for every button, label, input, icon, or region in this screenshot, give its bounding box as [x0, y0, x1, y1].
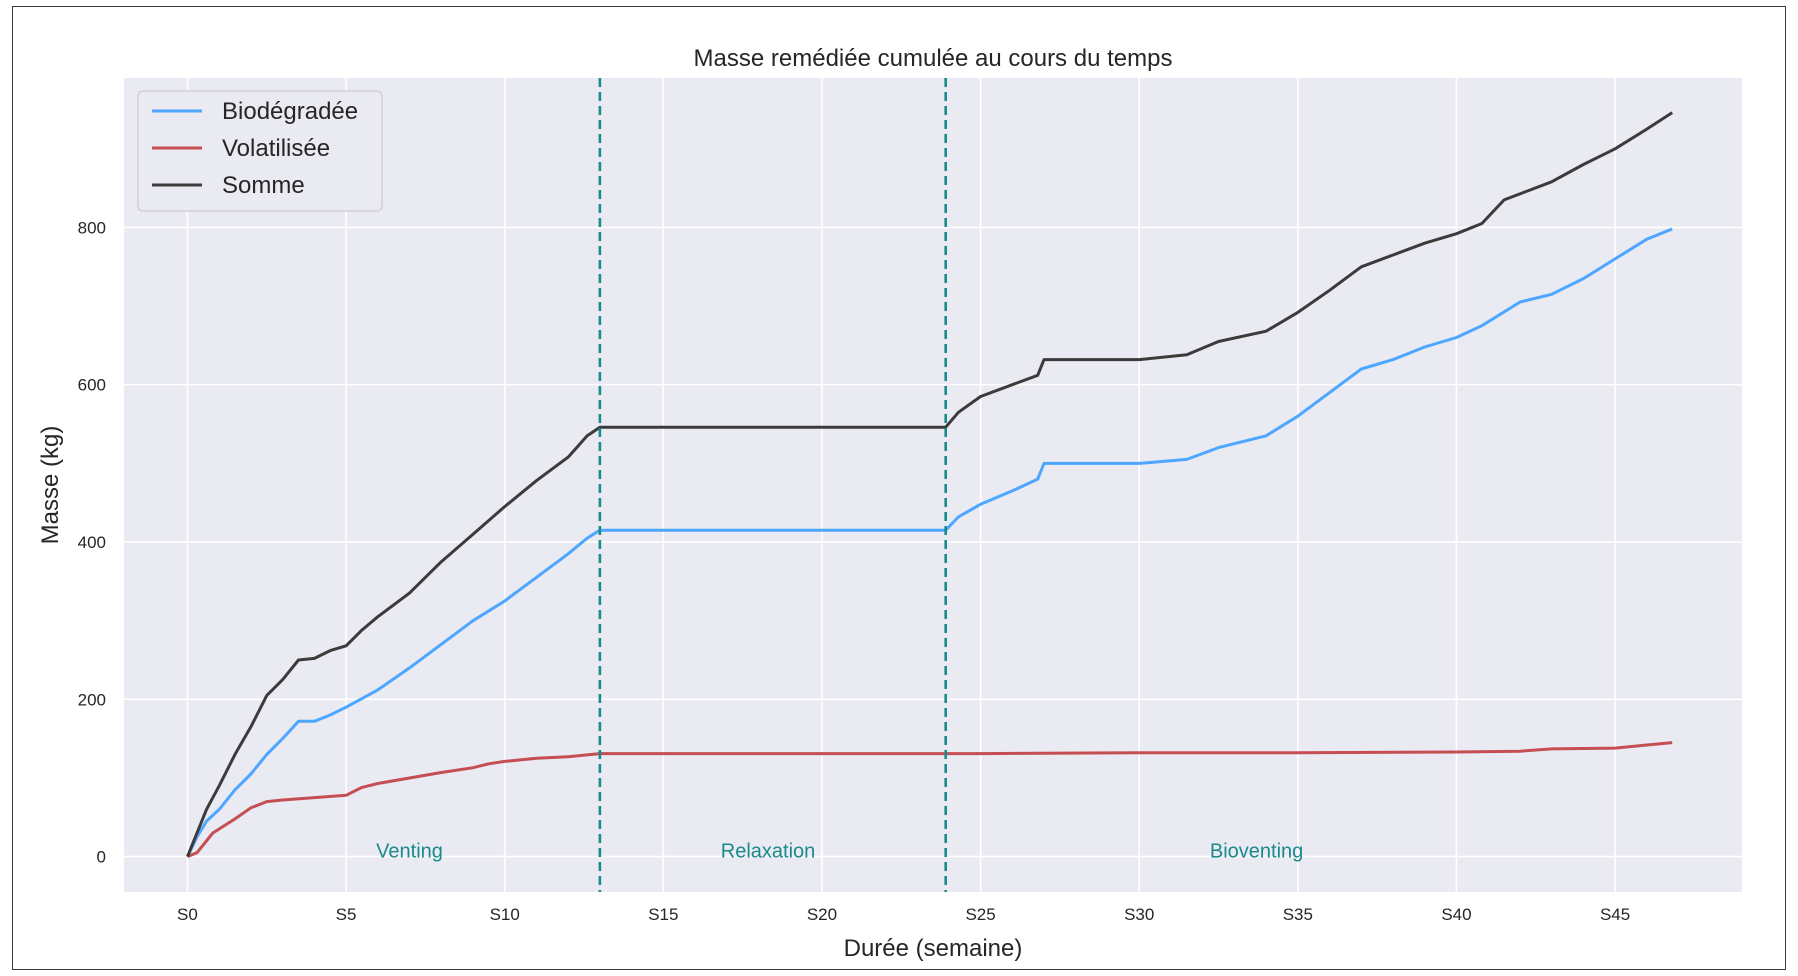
y-tick-labels: 0 200 400 600 800: [78, 218, 106, 866]
x-tick-label: S25: [965, 905, 995, 924]
x-tick-label: S15: [648, 905, 678, 924]
phase-markers: Venting Relaxation Bioventing: [376, 78, 1303, 892]
phase-label: Bioventing: [1210, 841, 1303, 863]
y-tick-label: 600: [78, 376, 106, 395]
y-tick-label: 0: [97, 848, 106, 867]
y-axis-label: Masse (kg): [37, 426, 64, 545]
x-tick-label: S10: [490, 905, 520, 924]
series-line-somme: [186, 111, 1674, 858]
x-axis-label: Durée (semaine): [844, 935, 1023, 962]
y-tick-label: 800: [78, 218, 106, 237]
y-tick-label: 400: [78, 533, 106, 552]
x-tick-label: S0: [177, 905, 198, 924]
x-tick-label: S35: [1283, 905, 1313, 924]
x-tick-label: S20: [807, 905, 837, 924]
legend: Biodégradée Volatilisée Somme: [137, 90, 383, 212]
chart-title: Masse remédiée cumulée au cours du temps: [694, 45, 1173, 72]
legend-box: [137, 90, 383, 212]
legend-entry: Volatilisée: [222, 135, 330, 162]
series-line-volatilisee: [186, 741, 1673, 858]
x-tick-label: S5: [336, 905, 357, 924]
x-tick-label: S30: [1124, 905, 1154, 924]
legend-entry: Somme: [222, 172, 305, 199]
phase-label: Venting: [376, 841, 443, 863]
x-tick-labels: S0 S5 S10 S15 S20 S25 S30 S35 S40 S45: [177, 905, 1630, 924]
grid-lines: [124, 78, 1742, 892]
phase-label: Relaxation: [721, 841, 816, 863]
plot-area: [124, 78, 1742, 892]
y-tick-label: 200: [78, 690, 106, 709]
x-tick-label: S40: [1441, 905, 1471, 924]
legend-entry: Biodégradée: [222, 98, 358, 125]
x-tick-label: S45: [1600, 905, 1630, 924]
